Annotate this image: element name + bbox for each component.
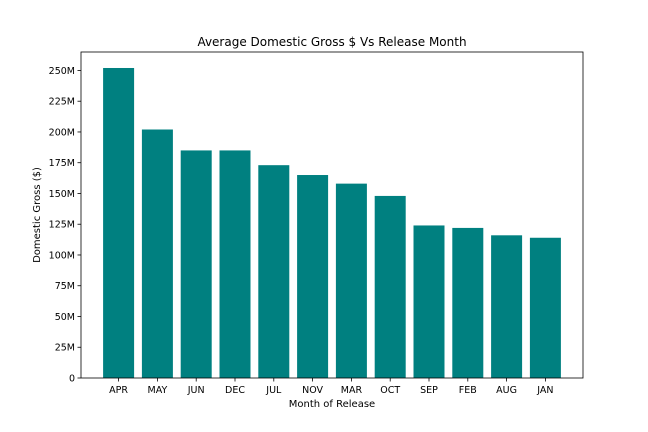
- y-tick-label: 50M: [55, 312, 75, 323]
- y-tick-label: 175M: [49, 158, 75, 169]
- y-tick-label: 75M: [55, 281, 75, 292]
- plot-frame: [80, 51, 584, 379]
- bar-oct: [374, 195, 406, 378]
- x-tick-label: JUN: [187, 385, 205, 396]
- bar-mar: [335, 183, 367, 378]
- x-tick-label: DEC: [225, 385, 245, 396]
- y-axis: 0 25M 50M 75M 100M 125M 150M 175M 200M 225M 250M: [49, 66, 81, 385]
- y-tick-label: 200M: [49, 127, 75, 138]
- y-tick-label: 150M: [49, 189, 75, 200]
- y-tick-label: 250M: [49, 66, 75, 77]
- x-tick-label: MAY: [148, 385, 168, 396]
- y-tick-label: 25M: [55, 343, 75, 354]
- bar-aug: [491, 235, 523, 378]
- bars-group: [103, 67, 561, 379]
- bar-nov: [297, 175, 329, 378]
- y-tick-label: 0: [69, 374, 75, 385]
- chart-title: Average Domestic Gross $ Vs Release Mont…: [197, 35, 466, 49]
- x-axis-label: Month of Release: [289, 399, 375, 410]
- x-tick-label: SEP: [420, 385, 438, 396]
- bar-jul: [258, 165, 290, 378]
- x-tick-label: OCT: [380, 385, 400, 396]
- bar-sep: [413, 225, 445, 378]
- y-tick-label: 100M: [49, 250, 75, 261]
- x-tick-label: MAR: [341, 385, 363, 396]
- y-tick-label: 125M: [49, 220, 75, 231]
- x-axis: APR MAY JUN DEC JUL NOV MAR OCT SEP FEB AUG JAN: [109, 378, 554, 396]
- y-axis-label: Domestic Gross ($): [32, 167, 43, 263]
- x-tick-label: AUG: [496, 385, 517, 396]
- x-tick-label: NOV: [302, 385, 323, 396]
- bar-jun: [180, 150, 212, 378]
- x-tick-label: JAN: [536, 385, 553, 396]
- x-tick-label: JUL: [265, 385, 282, 396]
- bar-apr: [103, 67, 135, 379]
- bar-jan: [529, 237, 561, 378]
- y-tick-label: 225M: [49, 97, 75, 108]
- bar-feb: [452, 227, 484, 378]
- bar-may: [141, 129, 173, 378]
- bar-dec: [219, 150, 251, 378]
- x-tick-label: FEB: [459, 385, 477, 396]
- x-tick-label: APR: [109, 385, 128, 396]
